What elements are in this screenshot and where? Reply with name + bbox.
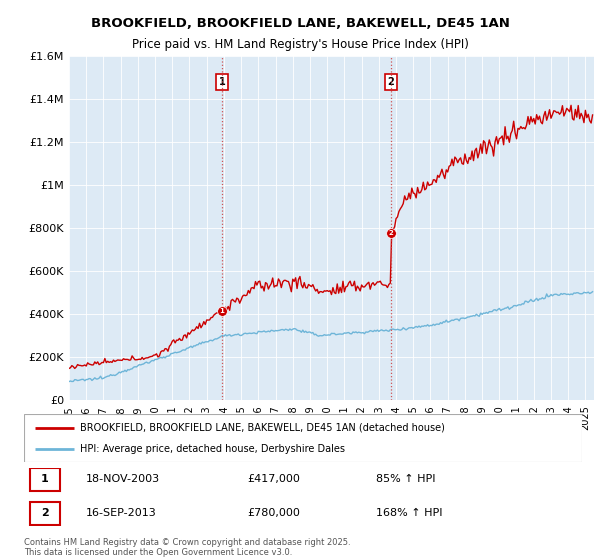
Text: 18-NOV-2003: 18-NOV-2003 (85, 474, 160, 484)
Text: £417,000: £417,000 (247, 474, 300, 484)
Text: Contains HM Land Registry data © Crown copyright and database right 2025.
This d: Contains HM Land Registry data © Crown c… (24, 538, 350, 557)
Text: 1: 1 (218, 77, 225, 87)
Text: Price paid vs. HM Land Registry's House Price Index (HPI): Price paid vs. HM Land Registry's House … (131, 38, 469, 51)
Text: 2: 2 (388, 77, 394, 87)
Bar (29, 468, 60, 491)
Text: 1: 1 (220, 307, 224, 314)
Text: HPI: Average price, detached house, Derbyshire Dales: HPI: Average price, detached house, Derb… (80, 444, 345, 454)
Text: 2: 2 (41, 508, 49, 519)
Text: £780,000: £780,000 (247, 508, 300, 519)
Text: 85% ↑ HPI: 85% ↑ HPI (376, 474, 435, 484)
Text: 168% ↑ HPI: 168% ↑ HPI (376, 508, 442, 519)
Bar (29, 502, 60, 525)
Text: 2: 2 (389, 230, 394, 236)
Text: 1: 1 (41, 474, 49, 484)
Text: BROOKFIELD, BROOKFIELD LANE, BAKEWELL, DE45 1AN: BROOKFIELD, BROOKFIELD LANE, BAKEWELL, D… (91, 17, 509, 30)
Text: 16-SEP-2013: 16-SEP-2013 (85, 508, 156, 519)
Text: BROOKFIELD, BROOKFIELD LANE, BAKEWELL, DE45 1AN (detached house): BROOKFIELD, BROOKFIELD LANE, BAKEWELL, D… (80, 423, 445, 433)
